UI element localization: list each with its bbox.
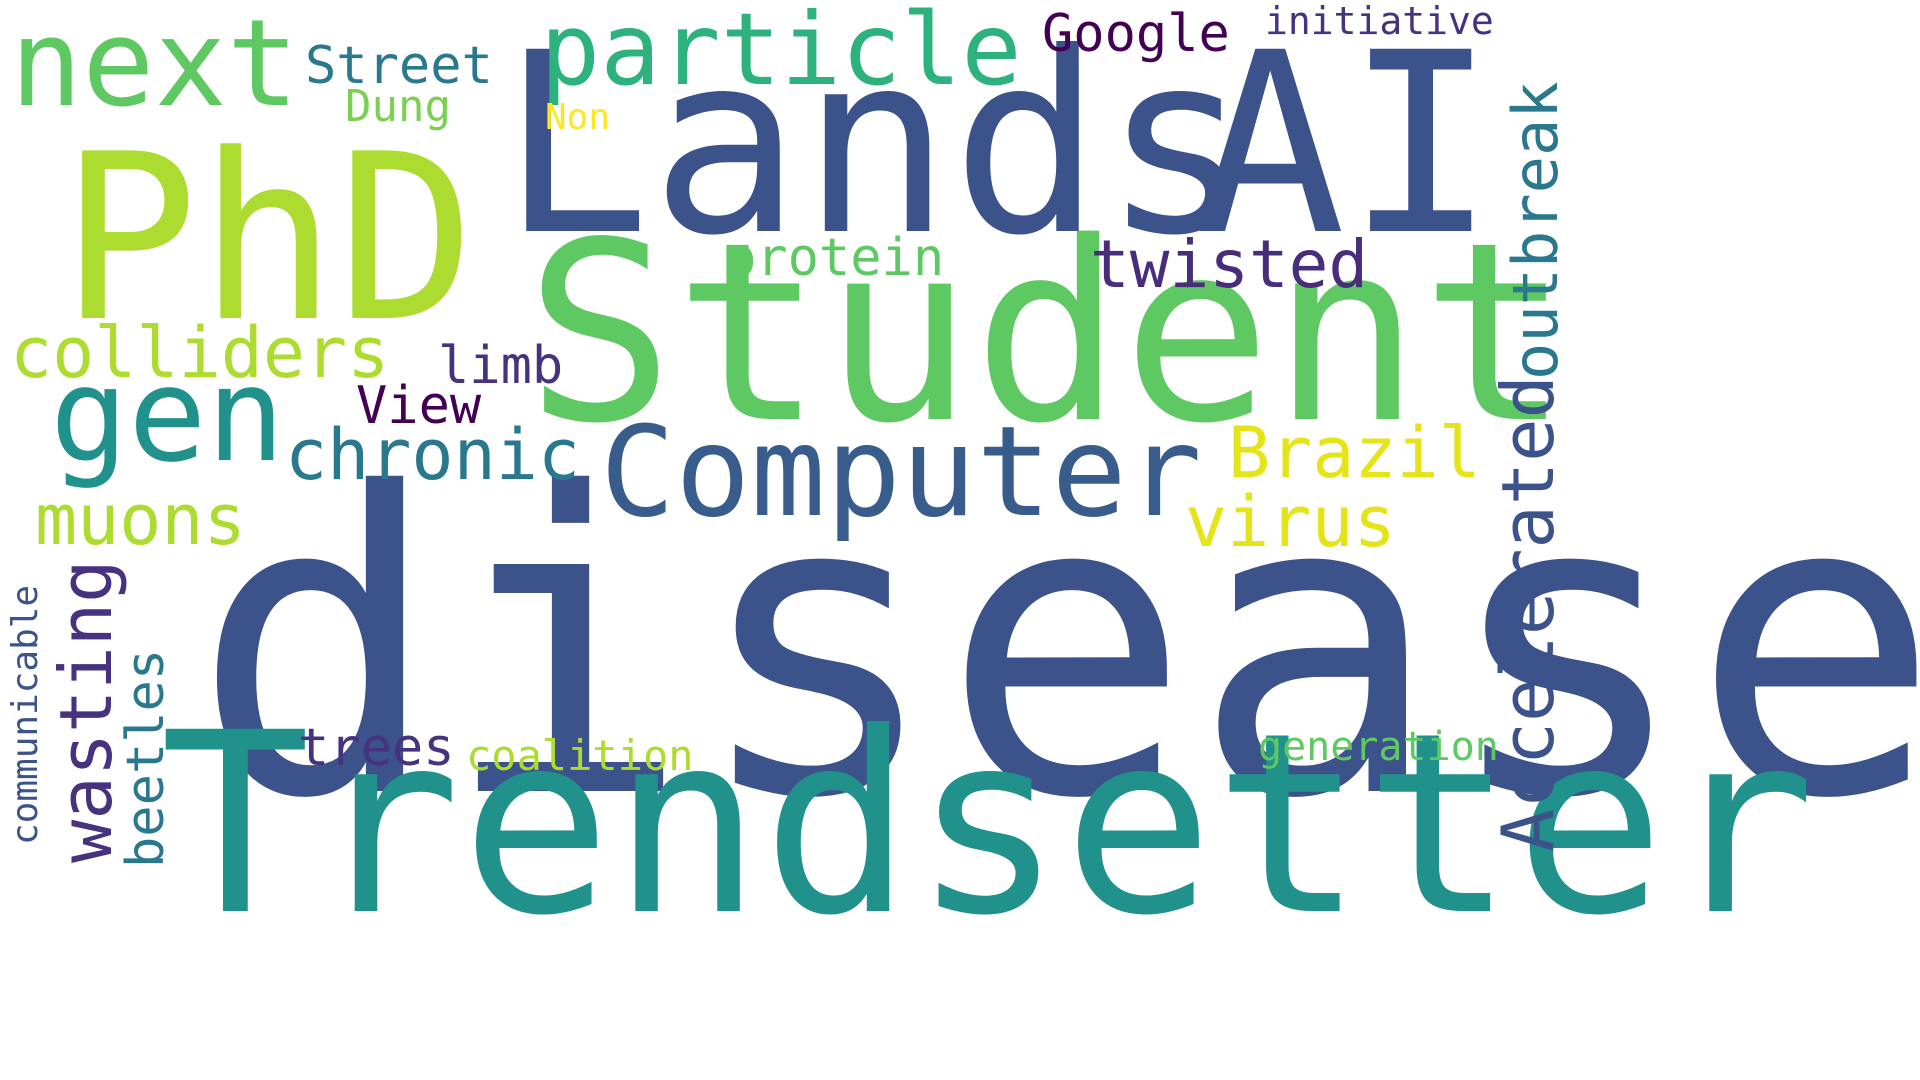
word-trendsetter: Trendsetter: [160, 679, 1816, 970]
word-generation: generation: [1258, 724, 1499, 770]
word-google: Google: [1042, 4, 1230, 64]
word-outbreak: outbreak: [1499, 81, 1572, 380]
word-wasting: wasting: [44, 559, 128, 863]
word-particle: particle: [540, 0, 1022, 108]
word-limb: limb: [438, 336, 564, 396]
word-twisted: twisted: [1090, 226, 1369, 303]
word-ai: AI: [1195, 0, 1497, 290]
word-chronic: chronic: [285, 414, 581, 496]
word-student: Student: [525, 190, 1571, 478]
word-non: Non: [545, 97, 611, 138]
word-gen: gen: [50, 339, 285, 491]
word-initiative: initiative: [1265, 0, 1494, 43]
word-colliders: colliders: [10, 312, 390, 394]
word-street: Street: [305, 36, 493, 96]
word-virus: virus: [1185, 481, 1396, 563]
word-protein: protein: [725, 228, 945, 288]
word-communicable: communicable: [5, 584, 46, 845]
word-view: View: [356, 376, 482, 436]
word-dung: Dung: [345, 81, 451, 132]
word-coalition: coalition: [466, 731, 694, 780]
word-trees: trees: [298, 718, 455, 778]
word-phd: PhD: [60, 106, 476, 373]
word-computer: Computer: [600, 400, 1203, 545]
word-brazil: Brazil: [1228, 412, 1481, 494]
word-lands: Lands: [500, 0, 1253, 290]
word-beetles: beetles: [116, 648, 176, 868]
word-muons: muons: [35, 479, 246, 561]
word-next: next: [10, 0, 299, 134]
word-disease: disease: [192, 406, 1920, 889]
word-accelerated: Accelerated: [1486, 375, 1570, 852]
